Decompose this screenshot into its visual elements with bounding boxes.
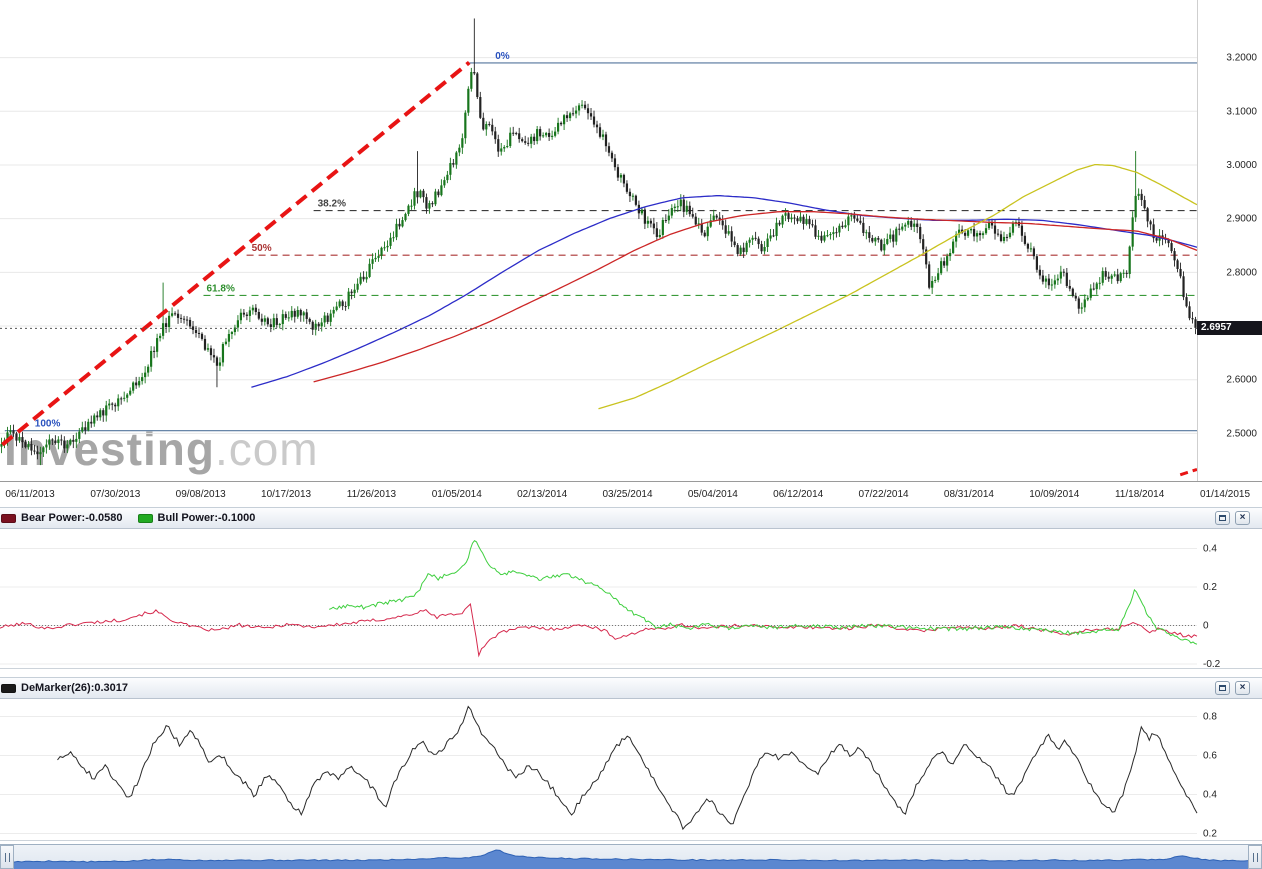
close-icon: × [1239,682,1246,693]
last-price-badge: 2.6957 [1197,321,1262,335]
price-chart-panel: Investing.com 3.2000 3.1000 3.0000 2.9000 2.… [0,0,1262,505]
bull-power-swatch-icon [137,513,153,523]
svg-text:0.6: 0.6 [1203,750,1217,761]
trendline-stub [1179,467,1198,477]
svg-text:2.9000: 2.9000 [1226,214,1257,225]
svg-text:2.5000: 2.5000 [1226,428,1257,439]
minimize-icon [1219,685,1226,691]
demarker-legend: DeMarker(26):0.3017 [21,682,129,694]
demarker-swatch-icon [1,683,16,693]
minimize-button[interactable] [1215,511,1230,525]
svg-text:0.2: 0.2 [1203,828,1217,839]
svg-text:08/31/2014: 08/31/2014 [944,489,994,500]
minimize-icon [1219,515,1226,521]
bear-power-line [0,602,1198,658]
watermark-bold: Investing [4,423,215,475]
svg-text:38.2%: 38.2% [318,199,346,210]
price-chart-canvas[interactable]: 3.2000 3.1000 3.0000 2.9000 2.8000 2.6000 2.50… [0,0,1262,505]
svg-text:06/11/2013: 06/11/2013 [5,489,55,500]
bear-power-swatch-icon [1,513,16,523]
svg-text:09/08/2013: 09/08/2013 [176,489,226,500]
svg-text:61.8%: 61.8% [206,283,234,294]
bull-power-line [329,540,1198,645]
watermark: Investing.com [4,422,319,476]
elder-power-panel: Bear Power:-0.0580 Bull Power:-0.1000 × … [0,507,1262,669]
svg-text:2.6000: 2.6000 [1226,375,1257,386]
svg-text:07/30/2013: 07/30/2013 [90,489,140,500]
scroll-left-button[interactable] [0,845,14,869]
scroll-right-button[interactable] [1248,845,1262,869]
minimize-button[interactable] [1215,681,1230,695]
candles [0,18,1197,466]
range-navigator[interactable] [14,845,1248,869]
elder-power-canvas[interactable]: 0.4 0.2 0 -0.2 [0,529,1262,669]
svg-text:05/04/2014: 05/04/2014 [688,489,738,500]
svg-text:0.8: 0.8 [1203,711,1217,722]
close-icon: × [1239,512,1246,523]
demarker-header: DeMarker(26):0.3017 × [0,677,1262,699]
svg-text:06/12/2014: 06/12/2014 [773,489,823,500]
svg-text:01/14/2015: 01/14/2015 [1200,489,1250,500]
svg-text:0.4: 0.4 [1203,789,1217,800]
close-button[interactable]: × [1235,681,1250,695]
svg-text:11/18/2014: 11/18/2014 [1115,489,1165,500]
svg-text:100%: 100% [35,419,61,430]
svg-text:0: 0 [1203,620,1209,631]
svg-text:0%: 0% [495,51,510,62]
panel-window-controls: × [1215,511,1250,525]
ma-red-line [313,211,1198,383]
chart-scrollbar[interactable] [0,844,1262,869]
svg-text:10/09/2014: 10/09/2014 [1029,489,1079,500]
svg-text:01/05/2014: 01/05/2014 [432,489,482,500]
grip-icon [4,852,10,862]
svg-text:3.2000: 3.2000 [1226,53,1257,64]
svg-text:3.0000: 3.0000 [1226,160,1257,171]
bull-power-legend: Bull Power:-0.1000 [157,512,256,524]
svg-text:3.1000: 3.1000 [1226,106,1257,117]
svg-text:50%: 50% [252,243,272,254]
svg-text:0.2: 0.2 [1203,582,1217,593]
svg-text:03/25/2014: 03/25/2014 [602,489,652,500]
svg-text:0.4: 0.4 [1203,543,1217,554]
svg-text:2.8000: 2.8000 [1226,267,1257,278]
ma-yellow-line [598,163,1198,410]
trendline [1,60,471,447]
demarker-panel: DeMarker(26):0.3017 × 0.8 0.6 0.4 0.2 [0,677,1262,841]
grip-icon [1252,852,1258,862]
svg-text:-0.2: -0.2 [1203,659,1221,669]
navigator-area [14,850,1248,869]
bear-power-legend: Bear Power:-0.0580 [21,512,123,524]
ma-blue-line [251,195,1198,388]
close-button[interactable]: × [1235,511,1250,525]
svg-text:02/13/2014: 02/13/2014 [517,489,567,500]
panel-window-controls: × [1215,681,1250,695]
svg-text:11/26/2013: 11/26/2013 [347,489,397,500]
elder-power-header: Bear Power:-0.0580 Bull Power:-0.1000 × [0,507,1262,529]
svg-text:07/22/2014: 07/22/2014 [859,489,909,500]
svg-text:10/17/2013: 10/17/2013 [261,489,311,500]
demarker-canvas[interactable]: 0.8 0.6 0.4 0.2 [0,699,1262,841]
watermark-light: .com [214,423,319,475]
demarker-line [57,705,1198,831]
